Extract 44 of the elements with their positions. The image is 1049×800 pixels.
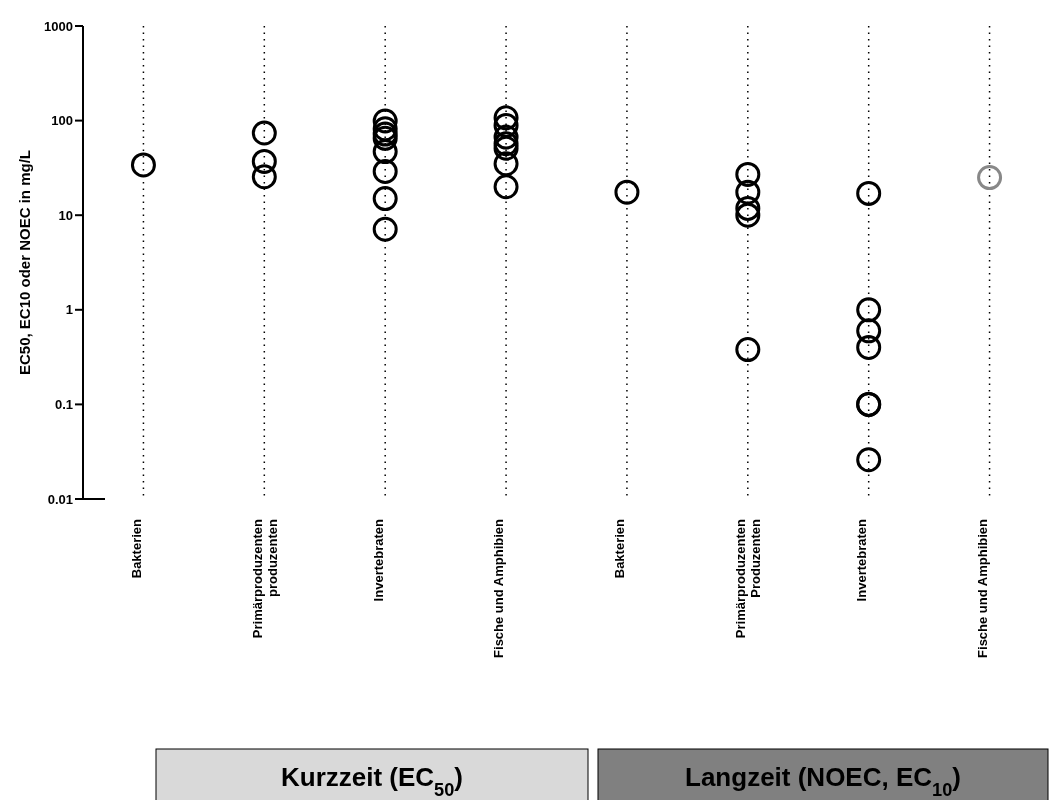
point	[735, 179, 761, 205]
point	[372, 186, 398, 212]
x-tick-label: Primärproduzenten produzenten	[249, 518, 280, 639]
point	[735, 202, 761, 228]
point	[977, 165, 1003, 191]
point	[251, 120, 277, 146]
point	[251, 148, 277, 174]
point	[372, 158, 398, 184]
y-tick-label: 10	[58, 207, 73, 223]
y-tick-label: 0.1	[54, 396, 73, 412]
y-axis-title: EC50, EC10 oder NOEC in mg/L	[16, 149, 33, 376]
y-tick-label: 1000	[44, 18, 73, 34]
x-tick-label: Primärproduzenten Produzenten	[733, 518, 764, 639]
point	[372, 116, 398, 142]
point	[856, 318, 882, 344]
point	[856, 180, 882, 206]
point	[856, 334, 882, 360]
x-tick-label: Bakterien	[612, 518, 628, 579]
point	[614, 179, 640, 205]
point	[372, 139, 398, 165]
point	[130, 152, 156, 178]
point	[735, 195, 761, 221]
point	[372, 216, 398, 242]
text: Kurzzeit (EC$_{50}$)	[280, 762, 464, 800]
point	[856, 297, 882, 323]
x-tick-label: Invertebraten	[370, 518, 386, 602]
x-tick-label: Bakterien	[128, 518, 144, 579]
point	[493, 124, 519, 150]
point	[493, 105, 519, 131]
y-tick-label: 0.01	[47, 491, 73, 507]
point	[493, 151, 519, 177]
x-tick-label: Fische und Amphibien	[974, 518, 990, 658]
x-tick-label: Fische und Amphibien	[491, 518, 507, 658]
point	[493, 174, 519, 200]
point	[735, 337, 761, 363]
point	[856, 447, 882, 473]
point	[251, 164, 277, 190]
point	[372, 108, 398, 134]
y-tick-label: 100	[51, 113, 73, 129]
y-tick-label: 1	[65, 302, 73, 318]
x-tick-label: Invertebraten	[854, 518, 870, 602]
point	[735, 161, 761, 187]
point	[493, 112, 519, 138]
text: Langzeit (NOEC, EC$_{10}$)	[685, 762, 961, 800]
